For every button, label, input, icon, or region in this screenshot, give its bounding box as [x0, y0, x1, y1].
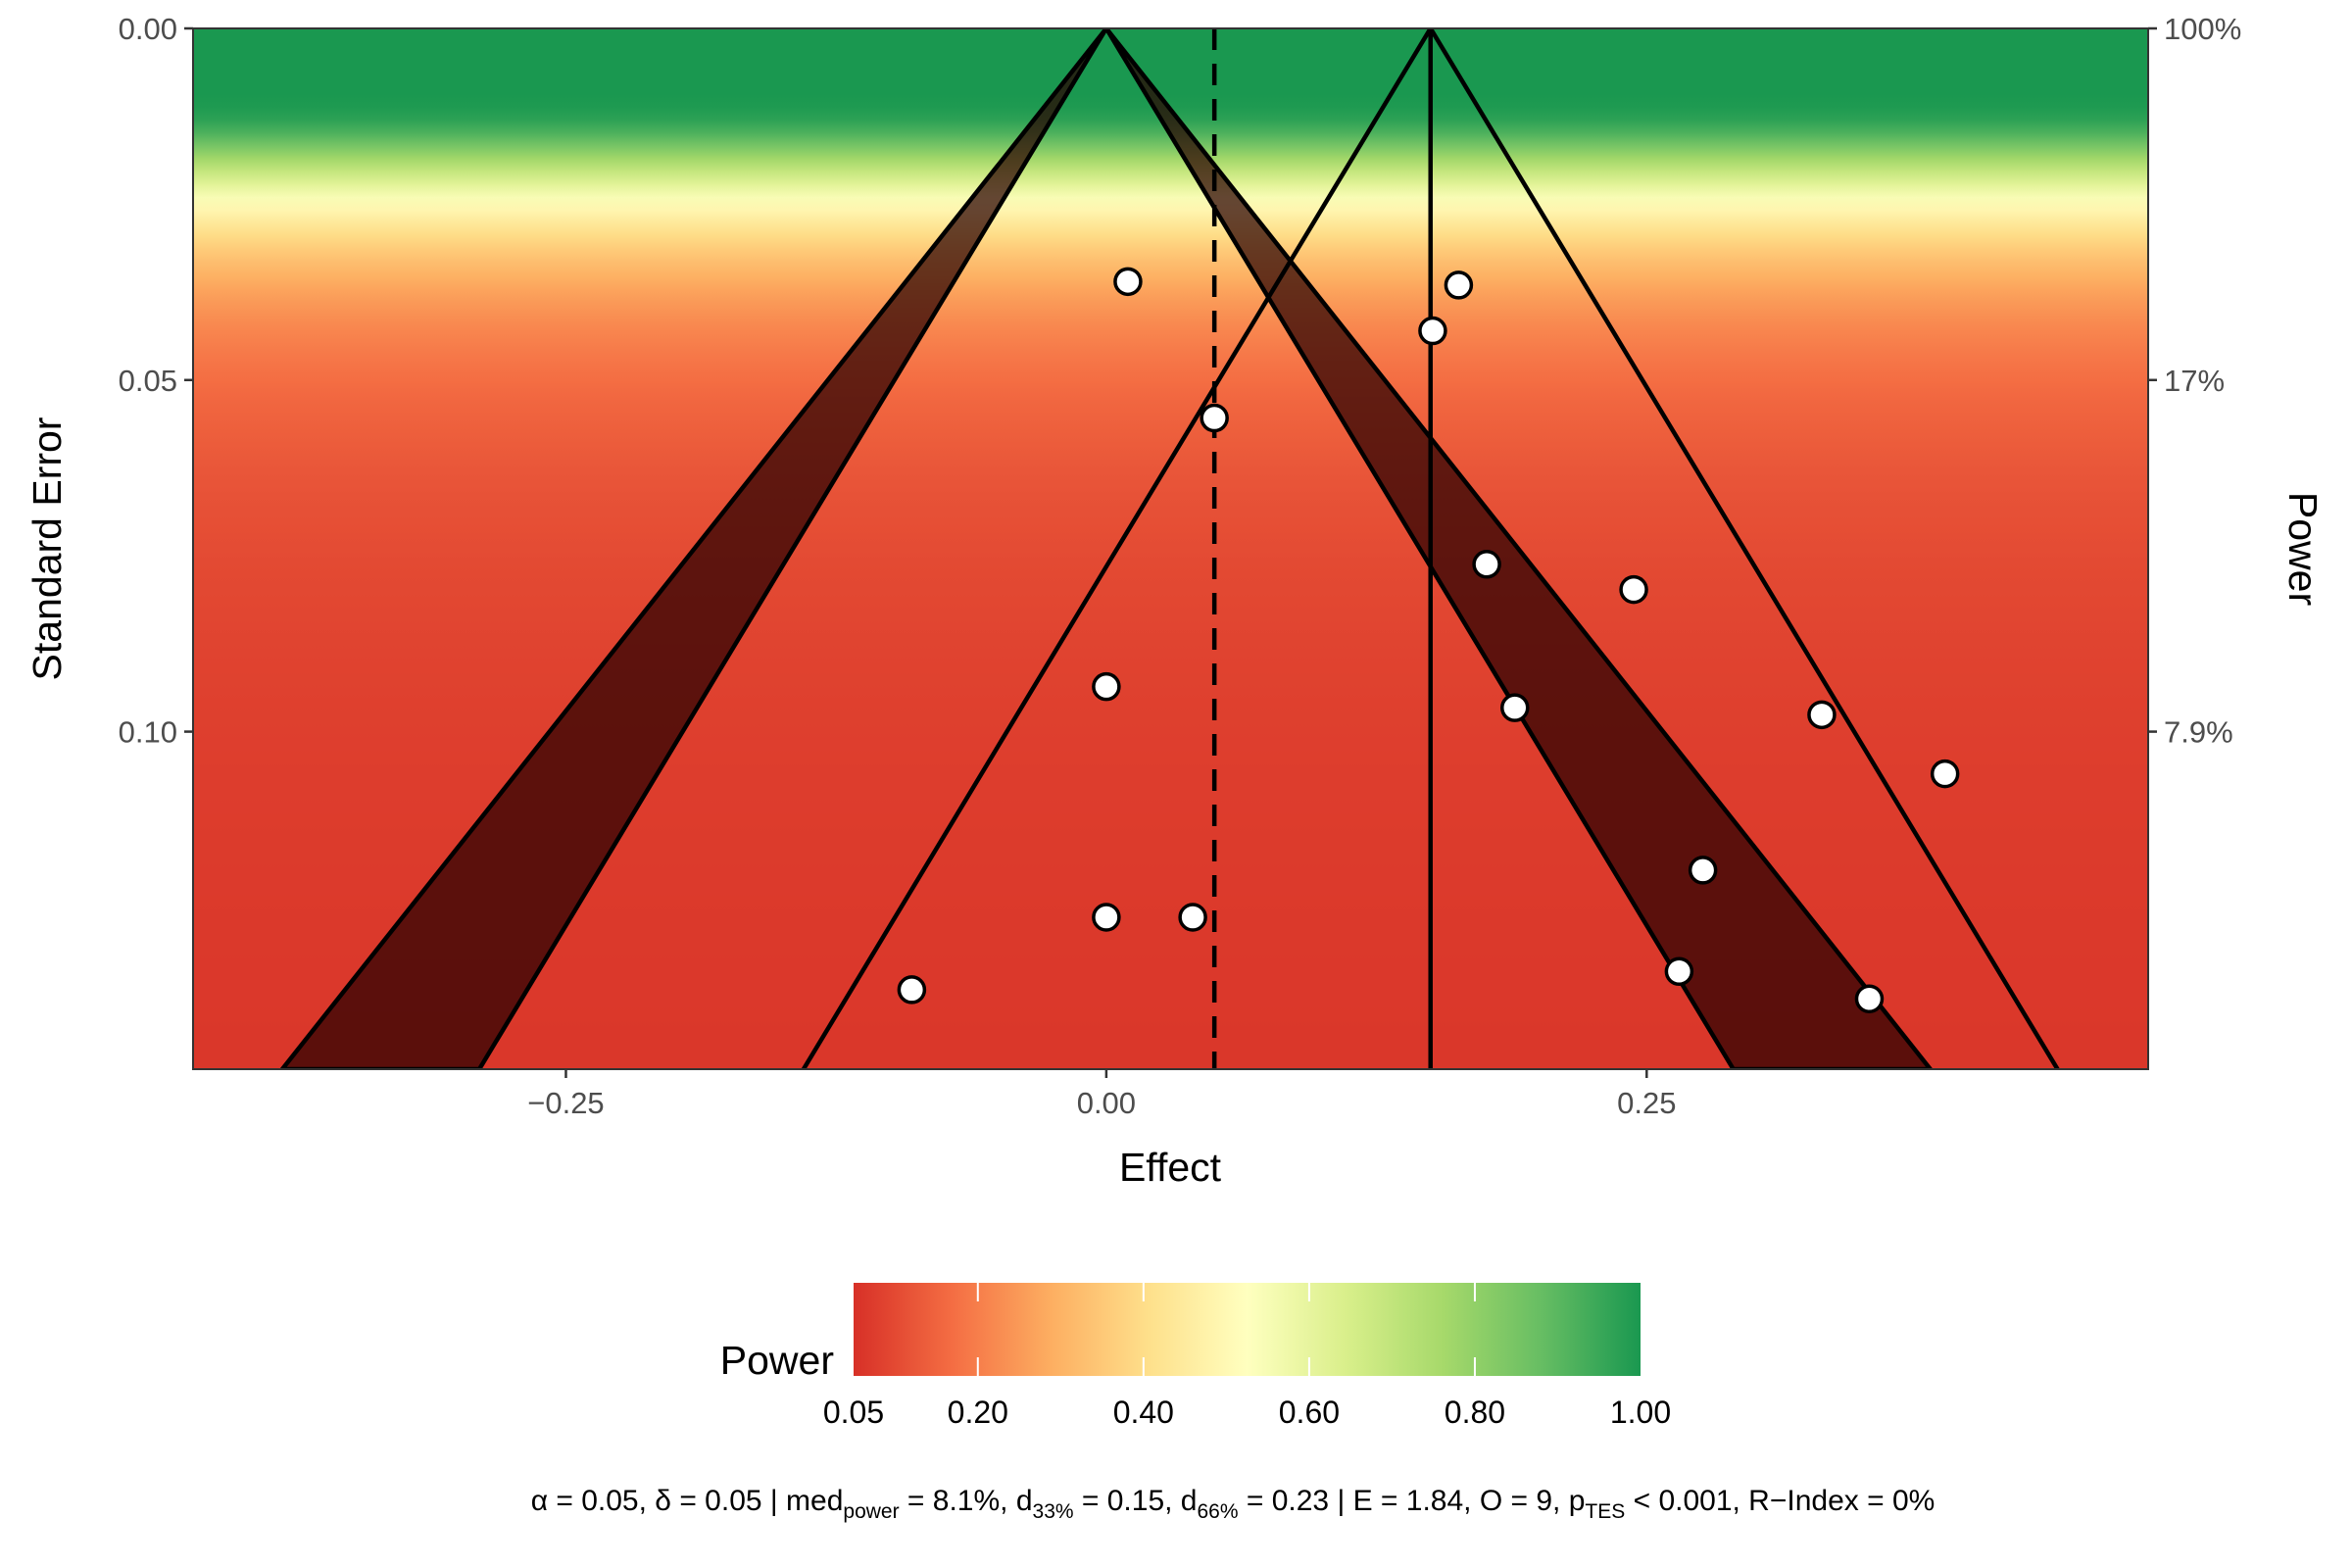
data-point [1178, 903, 1207, 932]
colorbar-tick-label: 0.60 [1279, 1395, 1340, 1430]
data-point [1688, 856, 1718, 885]
x-axis-title: Effect [1119, 1145, 1222, 1190]
data-point [1930, 759, 1960, 789]
data-point [1807, 700, 1837, 730]
y-tick-label: 0.00 [119, 12, 177, 46]
colorbar-tick-label: 0.20 [948, 1395, 1008, 1430]
estimate-funnel [801, 28, 2060, 1069]
colorbar-tick-label: 0.05 [823, 1395, 884, 1430]
null-funnel-right-band [1103, 28, 1934, 1069]
null-funnel-left-band [279, 28, 1109, 1069]
data-point [897, 975, 927, 1004]
y-axis-title: Standard Error [24, 417, 70, 681]
y2-tick-label: 7.9% [2164, 715, 2233, 750]
data-point [1854, 984, 1885, 1013]
colorbar-title: Power [720, 1338, 834, 1383]
x-tick-label: 0.00 [1077, 1086, 1136, 1120]
y-tick-label: 0.10 [119, 715, 177, 750]
data-point [1200, 403, 1229, 433]
summary-statistics: α = 0.05, δ = 0.05 | medpower = 8.1%, d3… [530, 1485, 1936, 1523]
data-point [1418, 316, 1447, 346]
colorbar-tick-label: 0.80 [1445, 1395, 1505, 1430]
x-tick-label: 0.25 [1617, 1086, 1676, 1120]
colorbar-tick-label: 1.00 [1610, 1395, 1671, 1430]
colorbar [854, 1283, 1641, 1376]
data-point [1472, 550, 1501, 579]
y2-tick-label: 17% [2164, 364, 2225, 398]
data-point [1444, 270, 1474, 300]
data-point [1113, 267, 1143, 297]
colorbar-tick-label: 0.40 [1113, 1395, 1174, 1430]
data-point [1092, 671, 1121, 702]
y2-tick-label: 100% [2164, 12, 2241, 46]
y-tick-label: 0.05 [119, 364, 177, 398]
y2-axis-title: Power [2280, 492, 2326, 606]
data-point [1092, 903, 1121, 932]
data-point [1619, 574, 1648, 605]
x-tick-label: −0.25 [527, 1086, 604, 1120]
panel-border [192, 27, 2149, 1070]
data-point [1499, 693, 1530, 722]
data-point [1664, 956, 1694, 987]
